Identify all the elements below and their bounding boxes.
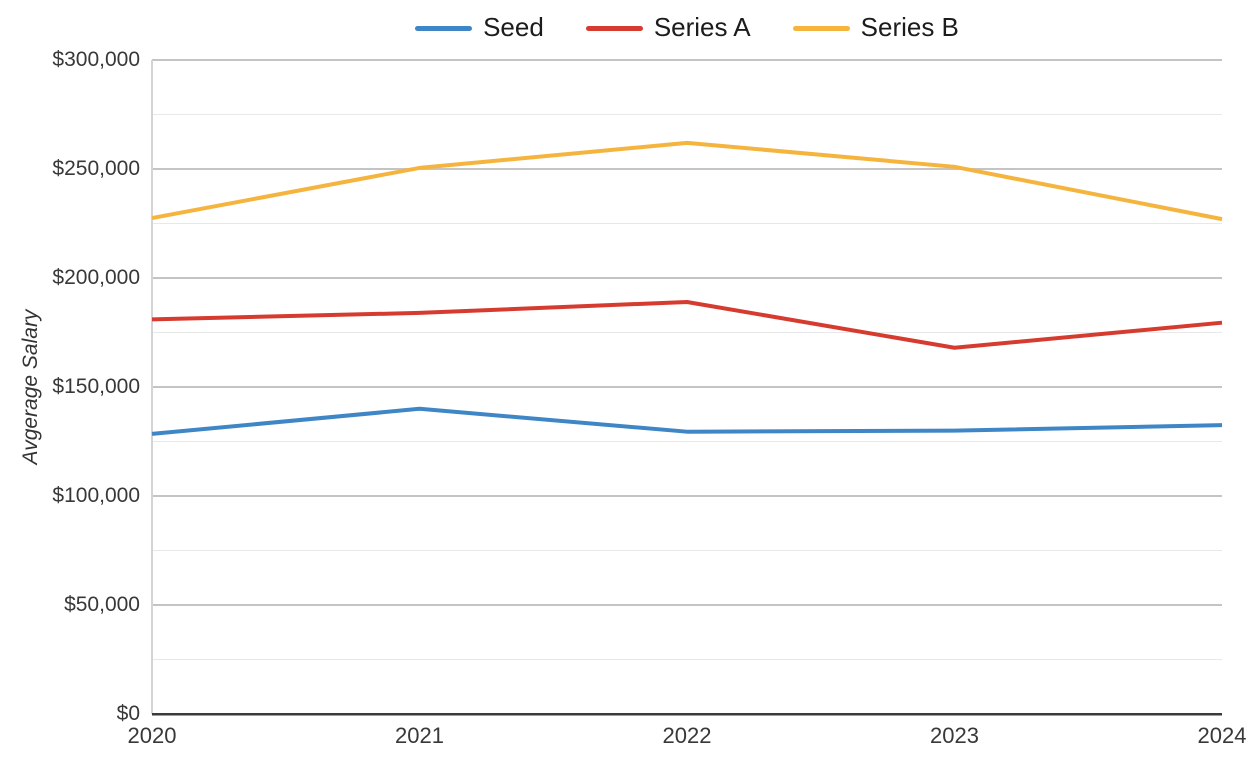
y-tick-label: $200,000	[52, 266, 140, 289]
series-line-series-b	[151, 140, 1223, 222]
x-tick-label: 2022	[662, 723, 712, 748]
y-tick-label: $300,000	[52, 48, 140, 71]
legend-line-swatch-series-b	[792, 25, 850, 31]
legend-item-seed: Seed	[415, 14, 544, 42]
x-tick-label: 2020	[127, 723, 177, 748]
y-tick-label: $150,000	[52, 375, 140, 398]
legend-line-swatch-series-a	[585, 25, 643, 31]
y-tick-label: $250,000	[52, 157, 140, 180]
series-line-series-a	[151, 299, 1223, 350]
legend-line-swatch-seed	[415, 25, 473, 31]
y-tick-label: $50,000	[64, 593, 140, 616]
legend-label: Series A	[653, 12, 751, 42]
legend-label: Seed	[483, 12, 544, 42]
legend-label: Series B	[860, 12, 959, 42]
y-tick-label: $100,000	[52, 484, 140, 507]
legend: Seed Series A Series B	[152, 14, 1222, 42]
x-tick-label: 2021	[395, 723, 444, 748]
x-tick-label: 2023	[930, 723, 979, 748]
series-line-seed	[151, 406, 1223, 436]
y-tick-label: $0	[116, 702, 140, 725]
legend-item-series-a: Series A	[585, 12, 751, 42]
legend-item-series-b: Series B	[792, 12, 959, 42]
x-tick-label: 2024	[1197, 723, 1247, 748]
